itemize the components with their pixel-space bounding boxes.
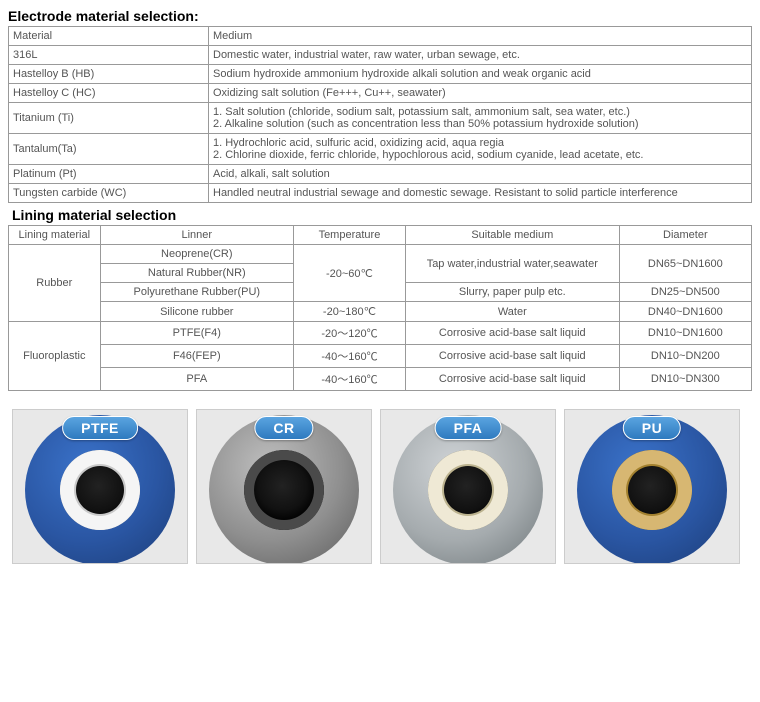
image-badge: CR bbox=[254, 416, 313, 440]
electrode-material: Tungsten carbide (WC) bbox=[9, 184, 209, 203]
lining-dm: DN40~DN1600 bbox=[619, 302, 751, 322]
lining-ln: Neoprene(CR) bbox=[100, 245, 293, 264]
electrode-th-medium: Medium bbox=[209, 27, 752, 46]
lining-ln: F46(FEP) bbox=[100, 345, 293, 368]
lining-group-fluoro: Fluoroplastic bbox=[9, 322, 101, 391]
electrode-medium: 1. Hydrochloric acid, sulfuric acid, oxi… bbox=[209, 134, 752, 165]
lining-th-tp: Temperature bbox=[293, 226, 405, 245]
lining-sm: Corrosive acid-base salt liquid bbox=[405, 322, 619, 345]
lining-ln: Silicone rubber bbox=[100, 302, 293, 322]
lining-sm: Water bbox=[405, 302, 619, 322]
electrode-th-material: Material bbox=[9, 27, 209, 46]
lining-images-row: PTFE CR PFA PU bbox=[8, 409, 752, 564]
electrode-table: Material Medium 316LDomestic water, indu… bbox=[8, 26, 752, 203]
electrode-material: Platinum (Pt) bbox=[9, 165, 209, 184]
lining-dm: DN10~DN1600 bbox=[619, 322, 751, 345]
lining-dm: DN65~DN1600 bbox=[619, 245, 751, 283]
lining-tp: -20~180℃ bbox=[293, 302, 405, 322]
lining-image-card: CR bbox=[196, 409, 372, 564]
electrode-heading: Electrode material selection: bbox=[8, 8, 752, 24]
lining-sm: Corrosive acid-base salt liquid bbox=[405, 345, 619, 368]
electrode-medium: Domestic water, industrial water, raw wa… bbox=[209, 46, 752, 65]
lining-ln: Natural Rubber(NR) bbox=[100, 264, 293, 283]
image-badge: PFA bbox=[435, 416, 502, 440]
lining-ln: Polyurethane Rubber(PU) bbox=[100, 283, 293, 302]
bore-graphic bbox=[244, 450, 324, 530]
lining-group-rubber: Rubber bbox=[9, 245, 101, 322]
electrode-material: Tantalum(Ta) bbox=[9, 134, 209, 165]
lining-ln: PFA bbox=[100, 368, 293, 391]
lining-sm: Tap water,industrial water,seawater bbox=[405, 245, 619, 283]
image-badge: PTFE bbox=[62, 416, 138, 440]
lining-th-dm: Diameter bbox=[619, 226, 751, 245]
lining-image-card: PTFE bbox=[12, 409, 188, 564]
lining-ln: PTFE(F4) bbox=[100, 322, 293, 345]
bore-graphic bbox=[612, 450, 692, 530]
electrode-material: Hastelloy B (HB) bbox=[9, 65, 209, 84]
lining-tp: -20~60℃ bbox=[293, 245, 405, 302]
lining-tp: -40～160℃ bbox=[293, 368, 405, 391]
lining-table: Lining material Linner Temperature Suita… bbox=[8, 225, 752, 391]
electrode-material: 316L bbox=[9, 46, 209, 65]
lining-heading: Lining material selection bbox=[8, 207, 752, 223]
electrode-material: Hastelloy C (HC) bbox=[9, 84, 209, 103]
electrode-medium: Sodium hydroxide ammonium hydroxide alka… bbox=[209, 65, 752, 84]
lining-image-card: PFA bbox=[380, 409, 556, 564]
electrode-material: Titanium (Ti) bbox=[9, 103, 209, 134]
lining-th-lm: Lining material bbox=[9, 226, 101, 245]
electrode-medium: Oxidizing salt solution (Fe+++, Cu++, se… bbox=[209, 84, 752, 103]
lining-dm: DN25~DN500 bbox=[619, 283, 751, 302]
lining-tp: -20～120℃ bbox=[293, 322, 405, 345]
electrode-medium: 1. Salt solution (chloride, sodium salt,… bbox=[209, 103, 752, 134]
lining-th-ln: Linner bbox=[100, 226, 293, 245]
bore-graphic bbox=[428, 450, 508, 530]
lining-th-sm: Suitable medium bbox=[405, 226, 619, 245]
lining-image-card: PU bbox=[564, 409, 740, 564]
electrode-medium: Acid, alkali, salt solution bbox=[209, 165, 752, 184]
lining-sm: Slurry, paper pulp etc. bbox=[405, 283, 619, 302]
electrode-medium: Handled neutral industrial sewage and do… bbox=[209, 184, 752, 203]
lining-dm: DN10~DN300 bbox=[619, 368, 751, 391]
lining-dm: DN10~DN200 bbox=[619, 345, 751, 368]
lining-tp: -40～160℃ bbox=[293, 345, 405, 368]
lining-sm: Corrosive acid-base salt liquid bbox=[405, 368, 619, 391]
bore-graphic bbox=[60, 450, 140, 530]
image-badge: PU bbox=[623, 416, 681, 440]
